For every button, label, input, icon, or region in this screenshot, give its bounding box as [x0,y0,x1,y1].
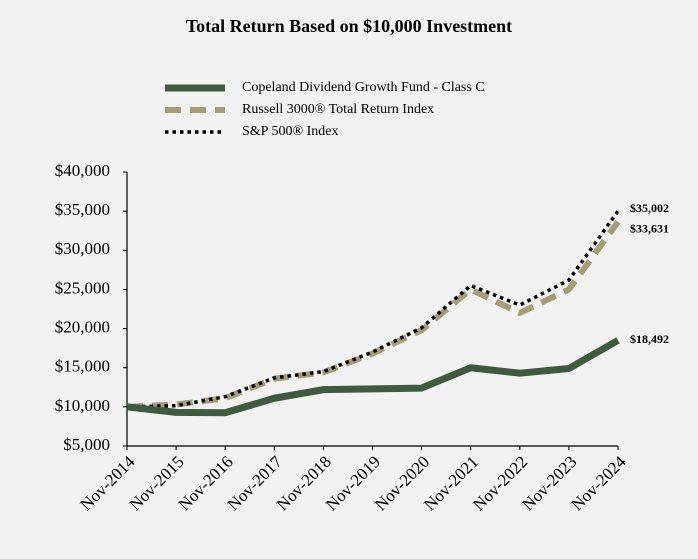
y-tick-label: $10,000 [55,396,110,415]
y-tick-label: $35,000 [55,200,110,219]
series-line [126,210,620,409]
value-label: $35,002 [630,201,669,215]
y-tick-label: $15,000 [55,357,110,376]
y-tick-label: $25,000 [55,278,110,297]
legend-label: S&P 500® Index [242,124,338,139]
chart-title: Total Return Based on $10,000 Investment [186,16,512,36]
legend-label: Copeland Dividend Growth Fund - Class C [242,80,485,95]
y-tick-label: $30,000 [55,239,110,258]
value-label: $18,492 [630,332,669,346]
y-tick-label: $20,000 [55,317,110,336]
series-line [126,220,621,410]
series-line [126,337,620,417]
y-tick-label: $40,000 [55,161,110,180]
y-tick-label: $5,000 [63,435,110,454]
legend-label: Russell 3000® Total Return Index [242,102,434,117]
x-tick-label: Nov-2024 [567,452,630,515]
value-label: $33,631 [630,222,669,236]
